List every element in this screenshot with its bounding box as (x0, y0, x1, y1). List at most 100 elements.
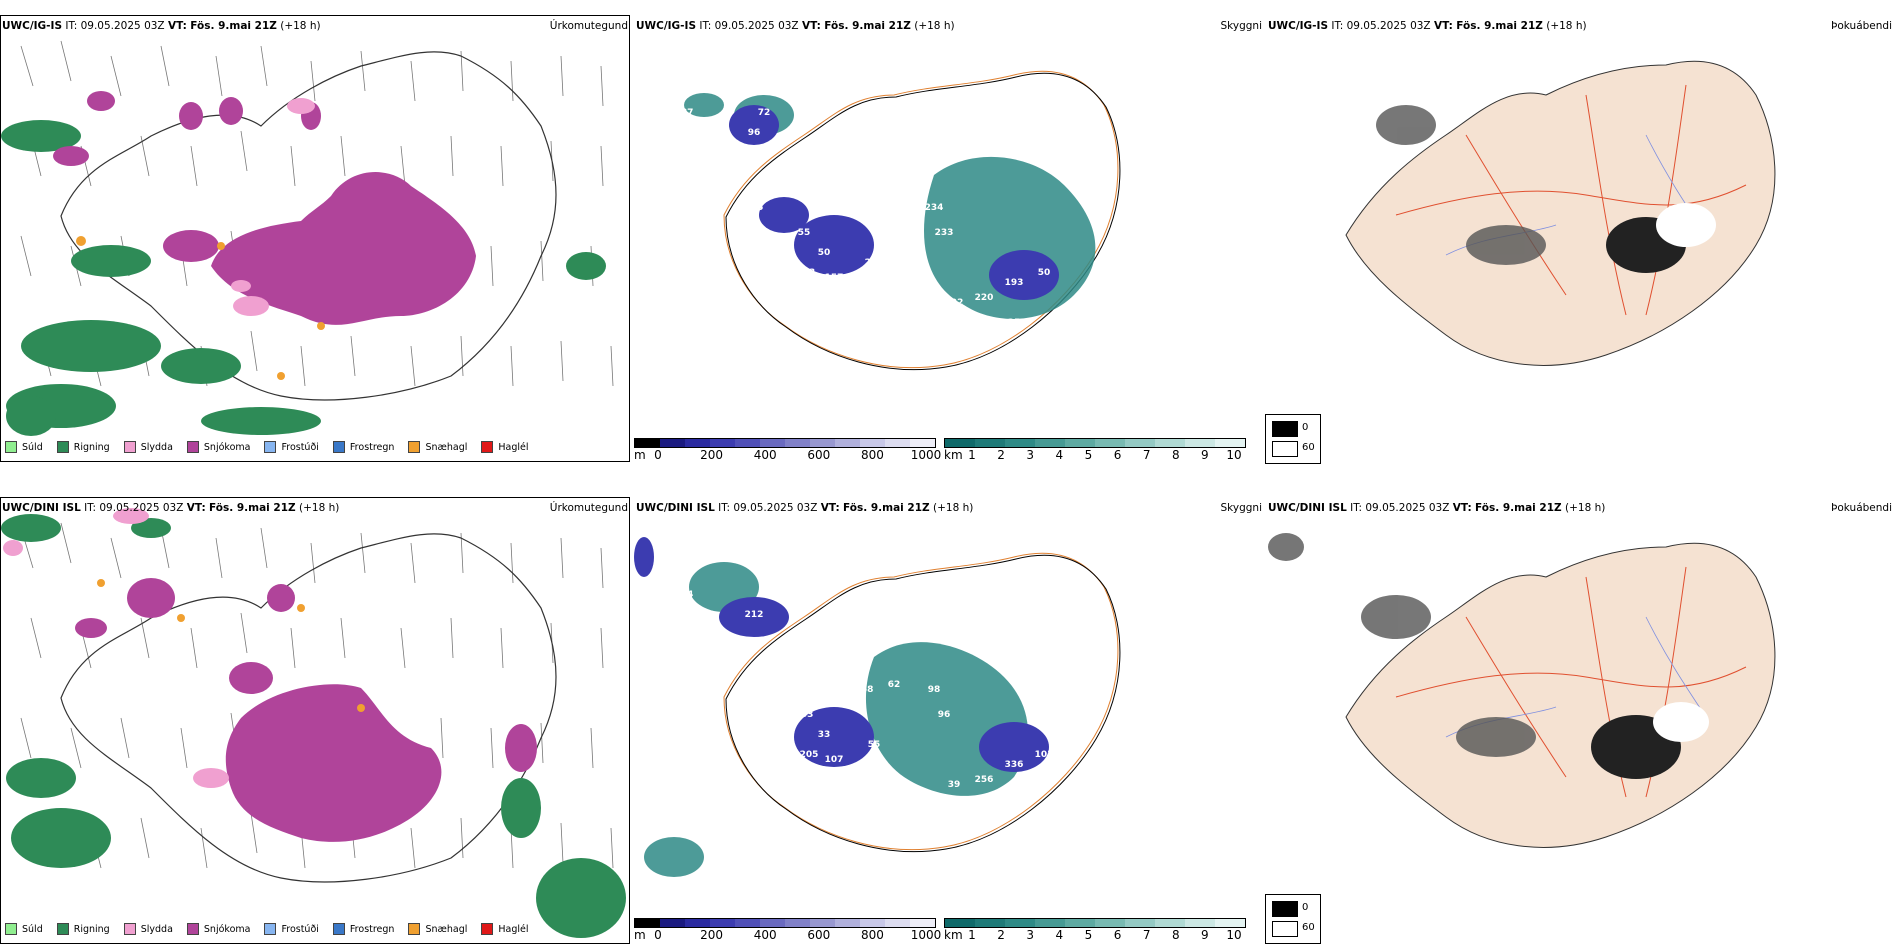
ceiling-value-label: 135 (875, 810, 894, 820)
ceiling-visibility-map: 52 133 33 205 107 97 55 62 98 96 198 168 123 85 51 122 2… (634, 537, 1121, 877)
ceiling-colorbar: m 0 200 400 600 800 1000 (634, 438, 944, 462)
colorbar-segment (1185, 919, 1215, 927)
fog-indicator-map (1345, 60, 1776, 366)
panel-name: Þokuábendi (1831, 502, 1892, 514)
ceiling-value-label: 52 (768, 740, 781, 750)
colorbar-segment (660, 439, 685, 447)
ceiling-value-label: 243 (840, 790, 859, 800)
cloud-ceiling-panel: 54 55 50 93 157 184 243 566 234 233 494 184 94 115 89 1… (634, 0, 1264, 470)
colorbar-segment (1035, 439, 1065, 447)
precip-legend-swatch (264, 923, 277, 935)
colorbar-tick-label: 9 (1201, 448, 1209, 462)
panel-title: UWC/DINI ISL IT: 09.05.2025 03Z VT: Fös.… (1268, 502, 1606, 514)
precip-type-panel: Súld Rigning Slydda Snjókoma Frostúði Frostre… (0, 0, 632, 470)
colorbar-segment (975, 439, 1005, 447)
panel-title: UWC/IG-IS IT: 09.05.2025 03Z VT: Fös. 9.… (1268, 20, 1587, 32)
ceiling-value-label: 63 (658, 620, 671, 630)
ceiling-value-label: 192 (945, 298, 964, 308)
colorbar-segment (685, 919, 710, 927)
colorbar-segment (1215, 919, 1245, 927)
ceiling-value-label: 184 (845, 288, 864, 298)
ceiling-value-label: 33 (818, 730, 831, 740)
colorbar-tick-label: 4 (1055, 448, 1064, 462)
colorbar-tick-label: 9 (1201, 928, 1209, 942)
ceiling-value-label: 193 (1005, 278, 1024, 288)
ceiling-value-label: 205 (800, 750, 819, 760)
colorbar-segment (710, 919, 735, 927)
precip-legend-label: Súld (22, 441, 43, 453)
colorbar-segment (1155, 919, 1185, 927)
precip-legend-item: Snæhagl (408, 441, 467, 453)
ceiling-value-label: 125 (715, 640, 734, 650)
ceiling-value-label: 183 (800, 293, 819, 303)
colorbar-segment (785, 439, 810, 447)
colorbar-segment (860, 439, 885, 447)
ceiling-value-label: 122 (800, 775, 819, 785)
ceiling-value-label: 114 (840, 338, 859, 348)
colorbar-tick-label: 1000 (910, 448, 942, 462)
precip-legend-swatch (186, 441, 199, 453)
ceiling-value-label: 183 (840, 820, 859, 830)
panel-name: Skyggni (1220, 20, 1263, 32)
colorbar-tick-label: 4 (1055, 928, 1064, 942)
colorbar-segment (810, 439, 835, 447)
ceiling-value-label: 494 (915, 138, 934, 148)
colorbar-segment (1215, 439, 1245, 447)
precip-legend-label: Rigning (73, 923, 110, 935)
precip-legend-label: Snæhagl (425, 441, 468, 453)
ceiling-value-label: 39 (948, 780, 961, 790)
colorbar-segment (1065, 919, 1095, 927)
precip-type-panel: Súld Rigning Slydda Snjókoma Frostúði Frostre… (0, 482, 632, 952)
ceiling-value-label: 62 (888, 680, 901, 690)
ceiling-value-label: 45 (848, 368, 861, 378)
colorbar-segment (635, 439, 660, 447)
precip-legend-label: Slydda (140, 441, 173, 453)
colorbar-tick-label: 400 (753, 448, 777, 462)
precip-legend-item: Frostregn (332, 441, 394, 453)
ceiling-value-label: 101 (885, 855, 904, 865)
precip-legend-item: Frostregn (332, 923, 394, 935)
colorbar-segment (835, 439, 860, 447)
ceiling-value-label: 243 (865, 258, 884, 268)
precip-legend-swatch (56, 441, 69, 453)
colorbar-tick-label: 8 (1171, 928, 1180, 942)
ceiling-value-label: 94 (773, 188, 786, 198)
colorbar-tick-label: 600 (807, 928, 831, 942)
colorbar-tick-label: 5 (1084, 928, 1093, 942)
fog-indicator-panel: UWC/IG-IS IT: 09.05.2025 03Z VT: Fös. 9.… (1266, 0, 1900, 470)
precip-legend-swatch (481, 923, 494, 935)
ceiling-value-label: 103 (1035, 750, 1054, 760)
precip-legend-swatch (5, 923, 17, 935)
ceiling-value-label: 96 (938, 710, 951, 720)
ceiling-value-label: 157 (825, 273, 844, 283)
ceiling-value-label: 107 (825, 755, 844, 765)
ceiling-labels: 52 133 33 205 107 97 55 62 98 96 198 168 123 85 51 122 2… (658, 570, 1054, 865)
ceiling-value-label: 92 (1008, 800, 1021, 810)
colorbar-segment (1065, 439, 1095, 447)
colorbar-segment (945, 439, 975, 447)
precip-legend-item: Súld (5, 441, 43, 453)
colorbar-tick-label: 800 (860, 448, 884, 462)
ceiling-value-label: 212 (745, 610, 764, 620)
colorbar-segment (835, 919, 860, 927)
ceiling-value-label: 51 (778, 760, 791, 770)
precip-legend-label: Haglél (498, 441, 529, 453)
ceiling-value-label: 165 (840, 308, 859, 318)
precip-legend-swatch (56, 923, 69, 935)
ceiling-value-label: 84 (758, 590, 771, 600)
precip-legend-swatch (481, 441, 494, 453)
colorbar-tick-label: 0 (654, 928, 662, 942)
precip-legend-swatch (332, 441, 345, 453)
ceiling-value-label: 55 (798, 228, 811, 238)
precip-legend-item: Snjókoma (186, 923, 250, 935)
colorbar-segment (1095, 439, 1125, 447)
forecast-row-top: Súld Rigning Slydda Snjókoma Frostúði Frostre… (0, 0, 1900, 470)
colorbar-segment (860, 919, 885, 927)
ceiling-colorbar: m 0 200 400 600 800 1000 (634, 918, 944, 942)
precip-map-frame: Súld Rigning Slydda Snjókoma Frostúði Frostre… (0, 497, 630, 944)
colorbar-tick-label: 6 (1113, 448, 1122, 462)
precip-legend-item: Snæhagl (408, 923, 467, 935)
colorbar-segment (910, 439, 935, 447)
precip-legend-item: Rigning (56, 923, 110, 935)
